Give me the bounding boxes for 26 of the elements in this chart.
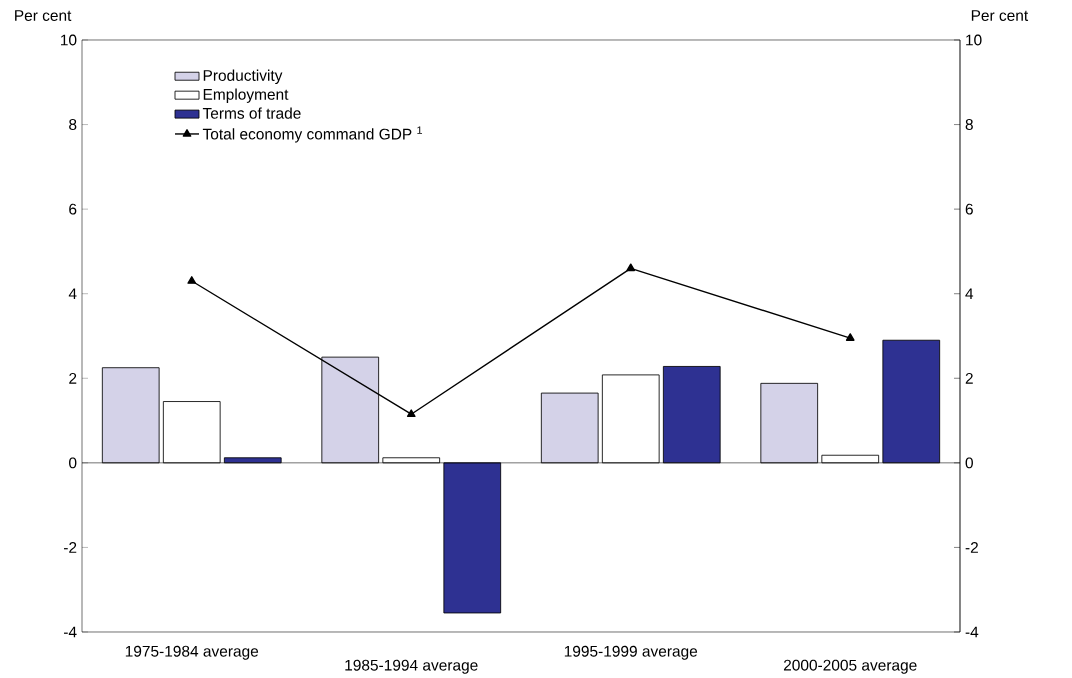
y-tick-label: -2 — [63, 541, 77, 553]
y2-axis-title: Per cent — [971, 9, 1029, 21]
x-tick-label: 1995-1999 average — [564, 645, 698, 660]
y-tick-label: 2 — [69, 372, 77, 384]
y-tick-label: 8 — [69, 118, 77, 130]
y-tick-label: 0 — [69, 457, 77, 469]
legend-label: Productivity — [203, 69, 283, 84]
legend-label: Total economy command GDP $^{1}$ — [202, 126, 423, 143]
y2-tick-label: 2 — [965, 372, 973, 384]
y2-tick-label: 10 — [966, 34, 982, 46]
y-tick-label: 6 — [69, 203, 77, 215]
y2-tick-label: 6 — [965, 203, 973, 215]
y2-tick-label: -2 — [965, 541, 978, 553]
y2-tick-label: -4 — [965, 626, 979, 638]
y-tick-label: -4 — [63, 626, 77, 638]
y-tick-label: 4 — [68, 288, 77, 299]
x-tick-label: 2000-2005 average — [783, 659, 917, 674]
y2-tick-label: 4 — [965, 288, 974, 299]
y-tick-label: 10 — [61, 34, 77, 46]
y-axis-title: Per cent — [15, 9, 72, 21]
x-tick-label: 1975-1984 average — [125, 645, 259, 660]
y2-tick-label: 8 — [965, 118, 973, 130]
x-tick-label: 1985-1994 average — [345, 659, 478, 674]
legend-label: Employment — [203, 88, 289, 103]
legend-label: Terms of trade — [202, 107, 301, 119]
y2-tick-label: 0 — [965, 457, 973, 469]
